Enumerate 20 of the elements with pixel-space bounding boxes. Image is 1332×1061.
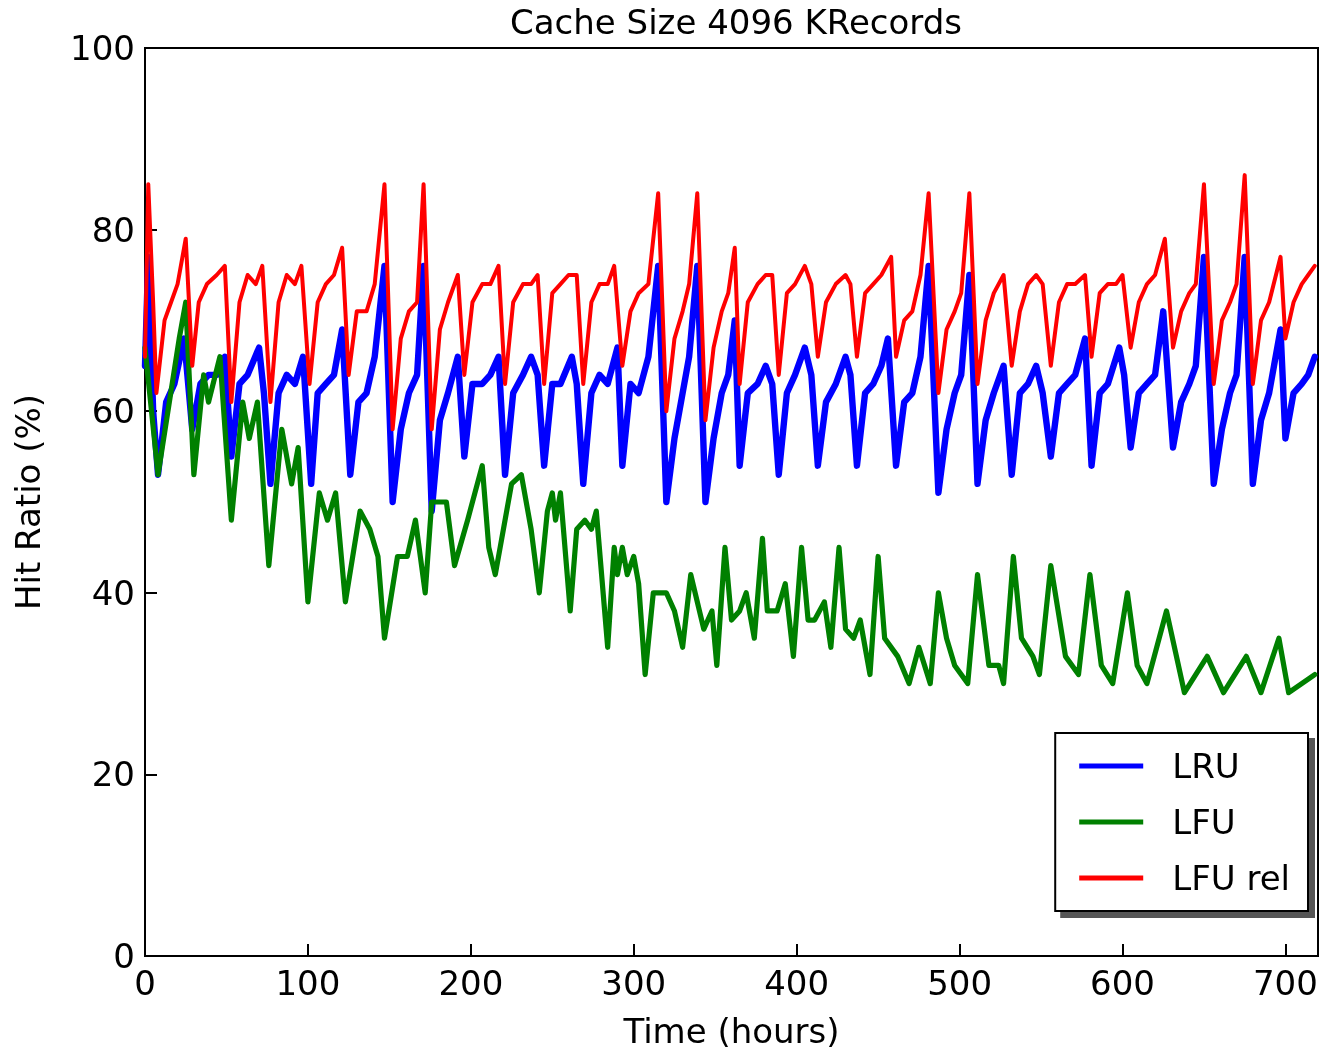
x-axis-title: Time (hours) <box>622 1011 840 1051</box>
y-axis-title: Hit Ratio (%) <box>8 393 48 611</box>
legend-label: LRU <box>1172 746 1240 786</box>
y-tick-label: 100 <box>70 28 135 68</box>
y-tick-label: 80 <box>91 209 135 250</box>
y-tick-label: 0 <box>113 936 135 976</box>
x-tick-label: 100 <box>275 963 341 1003</box>
x-tick-label: 400 <box>764 963 830 1003</box>
legend-label: LFU rel <box>1172 858 1291 898</box>
x-tick-label: 500 <box>927 963 993 1003</box>
legend-label: LFU <box>1172 802 1236 842</box>
x-tick-label: 200 <box>438 963 504 1003</box>
x-tick-label: 600 <box>1090 963 1155 1003</box>
y-tick-label: 40 <box>91 572 135 613</box>
x-tick-label: 700 <box>1252 963 1318 1003</box>
y-tick-label: 60 <box>91 391 135 432</box>
y-tick-label: 20 <box>91 754 135 795</box>
line-series <box>143 173 1317 432</box>
x-tick-label: 300 <box>601 963 667 1003</box>
chart-title: Cache Size 4096 KRecords <box>510 2 962 42</box>
